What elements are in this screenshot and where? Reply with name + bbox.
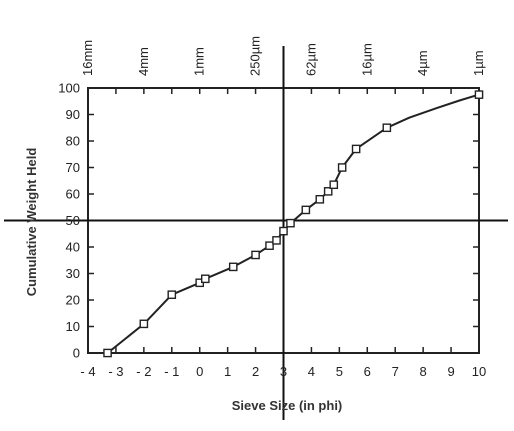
- top-axis-label: 16mm: [80, 40, 95, 76]
- top-axis-label: 250µm: [248, 36, 263, 76]
- y-tick-label: 80: [66, 134, 80, 149]
- y-tick-label: 40: [66, 240, 80, 255]
- data-point: [301, 205, 311, 215]
- x-tick-label: 0: [196, 364, 203, 379]
- data-point: [251, 250, 260, 260]
- y-tick-label: 90: [66, 107, 80, 122]
- x-tick-label: 4: [308, 364, 315, 379]
- y-tick-label: 20: [66, 293, 80, 308]
- ticks: [87, 87, 480, 354]
- x-tick-label: - 3: [108, 364, 123, 379]
- data-point: [382, 123, 392, 133]
- x-tick-label: 2: [252, 364, 259, 379]
- data-point: [167, 290, 177, 300]
- y-tick-label: 60: [66, 187, 80, 202]
- data-series: [103, 90, 484, 358]
- data-point: [323, 187, 333, 196]
- x-tick-label: 9: [447, 364, 454, 379]
- x-tick-label: 7: [392, 364, 399, 379]
- data-point: [474, 90, 484, 99]
- y-tick-label: 10: [66, 319, 80, 334]
- x-tick-label: 6: [364, 364, 371, 379]
- x-tick-label: 3: [280, 364, 287, 379]
- top-axis-label: 4mm: [136, 47, 151, 76]
- data-point: [286, 218, 295, 228]
- x-axis-title: Sieve Size (in phi): [232, 398, 343, 413]
- data-point: [139, 319, 149, 329]
- x-tick-label: 8: [420, 364, 427, 379]
- data-point: [329, 180, 339, 190]
- data-point: [200, 274, 210, 284]
- x-tick-label: - 1: [164, 364, 179, 379]
- data-point: [265, 241, 274, 250]
- x-tick-label: 1: [224, 364, 231, 379]
- data-point: [103, 348, 112, 358]
- data-point: [228, 262, 238, 272]
- y-tick-label: 100: [58, 81, 80, 96]
- data-point: [337, 163, 347, 172]
- top-axis-label: 16µm: [359, 43, 374, 76]
- data-point: [351, 144, 361, 154]
- tick-labels: - 4- 3- 2- 1 0 1 2 3 4 5 6 7 8 9 100102030405060708…: [58, 81, 486, 380]
- x-tick-label: - 4: [80, 364, 95, 379]
- x-tick-label: 10: [472, 364, 486, 379]
- y-tick-label: 30: [66, 266, 80, 281]
- data-point: [279, 226, 288, 236]
- top-axis-label: 4µm: [415, 50, 430, 76]
- top-axis-label: 62µm: [303, 43, 318, 76]
- x-tick-label: 5: [336, 364, 343, 379]
- data-point: [315, 194, 325, 204]
- top-axis-label: 1mm: [192, 47, 207, 76]
- y-tick-label: 70: [66, 160, 80, 175]
- data-point: [272, 236, 281, 245]
- y-axis-title: Cumulative Weight Held: [24, 148, 39, 297]
- x-tick-label: - 2: [136, 364, 151, 379]
- y-tick-label: 0: [73, 346, 80, 361]
- top-axis-label: 1µm: [471, 50, 486, 76]
- top-axis-labels: 16mm 4mm 1mm 250µm 62µm 16µm 4µm 1µm: [80, 36, 486, 76]
- y-tick-label: 50: [66, 213, 80, 228]
